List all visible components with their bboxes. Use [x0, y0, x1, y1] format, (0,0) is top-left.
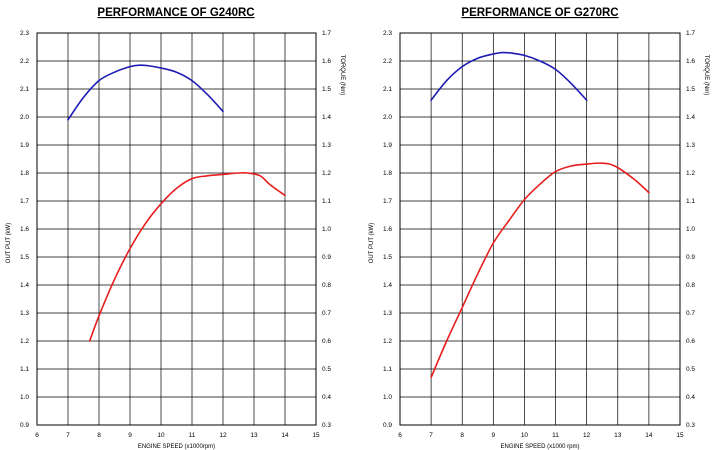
x-tick-label: 12 — [219, 432, 227, 439]
y2-tick-label: 0.5 — [322, 366, 331, 373]
x-tick-label: 6 — [35, 432, 39, 439]
y-tick-label: 1.1 — [20, 366, 29, 373]
y-tick-label: 0.9 — [20, 422, 29, 429]
y2-tick-label: 1.1 — [686, 198, 695, 205]
y2-axis-label: TORQUE (Nm) — [339, 55, 345, 96]
y-tick-label: 0.9 — [383, 422, 392, 429]
x-tick-label: 14 — [645, 432, 653, 439]
x-tick-label: 14 — [281, 432, 289, 439]
x-tick-label: 13 — [614, 432, 622, 439]
y-axis-label: OUT PUT (kW) — [369, 223, 375, 263]
y-tick-label: 2.2 — [20, 58, 29, 65]
x-tick-label: 15 — [312, 432, 320, 439]
y2-tick-label: 1.0 — [322, 226, 331, 233]
y-tick-label: 1.3 — [383, 310, 392, 317]
y2-tick-label: 1.3 — [322, 142, 331, 149]
y2-tick-label: 0.4 — [322, 394, 331, 401]
y2-tick-label: 1.4 — [322, 114, 331, 121]
y2-tick-label: 0.7 — [322, 310, 331, 317]
x-axis-label: ENGINE SPEED (x1000rpm) — [138, 444, 215, 450]
y2-tick-label: 0.3 — [686, 422, 695, 429]
y-tick-label: 1.4 — [20, 282, 29, 289]
x-tick-label: 11 — [552, 432, 559, 439]
y-tick-label: 1.5 — [383, 254, 392, 261]
y-tick-label: 1.7 — [383, 198, 392, 205]
x-tick-label: 6 — [398, 432, 402, 439]
y2-axis-label: TORQUE (Nm) — [703, 55, 709, 96]
y-tick-label: 1.3 — [20, 310, 29, 317]
y-tick-label: 1.6 — [20, 226, 29, 233]
chart-2: PERFORMANCE OF G270RC 6 7 8 9 10 11 12 13 14 15 0.9… — [369, 7, 709, 450]
y-tick-label: 2.3 — [383, 30, 392, 37]
y2-tick-label: 0.3 — [322, 422, 331, 429]
chart-1: PERFORMANCE OF G240RC 6 7 8 9 10 11 12 13 14 15 0.9… — [6, 7, 345, 450]
y2-tick-label: 0.7 — [686, 310, 695, 317]
y-tick-label: 2.1 — [383, 86, 392, 93]
x-tick-label: 8 — [97, 432, 101, 439]
chart-title: PERFORMANCE OF G270RC — [461, 7, 618, 19]
y-tick-label: 2.3 — [20, 30, 29, 37]
y-tick-label: 1.8 — [20, 170, 29, 177]
plot-frame — [36, 32, 317, 426]
x-tick-label: 10 — [157, 432, 165, 439]
output-curve — [430, 162, 650, 379]
y-tick-label: 1.4 — [383, 282, 392, 289]
y2-tick-label: 1.0 — [686, 226, 695, 233]
y2-tick-label: 0.4 — [686, 394, 695, 401]
y2-tick-label: 1.7 — [686, 30, 695, 37]
y-tick-label: 1.1 — [383, 366, 392, 373]
y2-tick-label: 1.4 — [686, 114, 695, 121]
x-tick-label: 11 — [189, 432, 196, 439]
x-tick-label: 15 — [676, 432, 684, 439]
y2-tick-label: 1.6 — [686, 58, 695, 65]
y-tick-label: 2.1 — [20, 86, 29, 93]
y2-tick-label: 0.9 — [322, 254, 331, 261]
y2-tick-label: 0.5 — [686, 366, 695, 373]
y2-tick-label: 0.8 — [686, 282, 695, 289]
y2-tick-label: 0.6 — [322, 338, 331, 345]
y-tick-label: 1.6 — [383, 226, 392, 233]
x-tick-label: 7 — [66, 432, 70, 439]
y2-tick-label: 0.8 — [322, 282, 331, 289]
chart-title: PERFORMANCE OF G240RC — [97, 7, 254, 19]
y-tick-label: 2.0 — [20, 114, 29, 121]
y-tick-label: 1.0 — [383, 394, 392, 401]
x-tick-label: 9 — [492, 432, 496, 439]
y-tick-label: 1.8 — [383, 170, 392, 177]
y2-tick-label: 0.6 — [686, 338, 695, 345]
y-tick-label: 1.5 — [20, 254, 29, 261]
y2-tick-label: 1.5 — [686, 86, 695, 93]
y-tick-label: 2.0 — [383, 114, 392, 121]
x-tick-label: 12 — [583, 432, 591, 439]
y2-tick-label: 1.5 — [322, 86, 331, 93]
y-tick-label: 1.0 — [20, 394, 29, 401]
y-tick-label: 1.9 — [20, 142, 29, 149]
x-tick-label: 13 — [250, 432, 258, 439]
y2-tick-label: 1.7 — [322, 30, 331, 37]
y-axis-label: OUT PUT (kW) — [6, 223, 12, 263]
y2-tick-label: 1.3 — [686, 142, 695, 149]
y-tick-label: 2.2 — [383, 58, 392, 65]
output-curve — [88, 171, 286, 342]
torque-curve — [430, 51, 588, 101]
y2-tick-label: 1.6 — [322, 58, 331, 65]
x-tick-label: 8 — [460, 432, 464, 439]
y-tick-label: 1.9 — [383, 142, 392, 149]
y-tick-label: 1.2 — [383, 338, 392, 345]
y-tick-label: 1.7 — [20, 198, 29, 205]
x-tick-label: 9 — [128, 432, 132, 439]
x-tick-label: 7 — [429, 432, 433, 439]
x-tick-label: 10 — [521, 432, 529, 439]
y-tick-label: 1.2 — [20, 338, 29, 345]
plot-frame — [399, 32, 681, 426]
torque-curve — [67, 64, 224, 121]
x-axis-label: ENGINE SPEED (x1000 rpm) — [500, 444, 579, 450]
y2-tick-label: 1.2 — [322, 170, 331, 177]
y2-tick-label: 1.1 — [322, 198, 331, 205]
y2-tick-label: 1.2 — [686, 170, 695, 177]
y2-tick-label: 0.9 — [686, 254, 695, 261]
